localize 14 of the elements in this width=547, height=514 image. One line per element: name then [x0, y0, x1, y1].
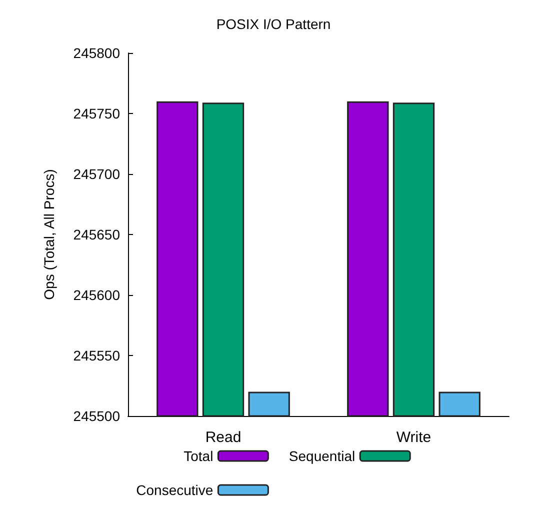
- y-tick-label: 245700: [73, 166, 120, 182]
- y-tick-label: 245650: [73, 226, 120, 242]
- chart-title: POSIX I/O Pattern: [216, 16, 331, 32]
- legend-label: Consecutive: [136, 482, 214, 498]
- x-tick-label: Read: [205, 429, 242, 446]
- legend-label: Sequential: [288, 448, 356, 464]
- y-tick-label: 245500: [73, 408, 120, 424]
- y-tick-label: 245550: [73, 348, 120, 364]
- y-tick-label: 245800: [73, 45, 120, 61]
- y-axis-title: Ops (Total, All Procs): [41, 169, 57, 300]
- legend-label: Total: [184, 448, 214, 464]
- y-tick-label: 245600: [73, 287, 120, 303]
- y-tick-label: 245750: [73, 106, 120, 122]
- x-tick-label: Write: [396, 429, 432, 446]
